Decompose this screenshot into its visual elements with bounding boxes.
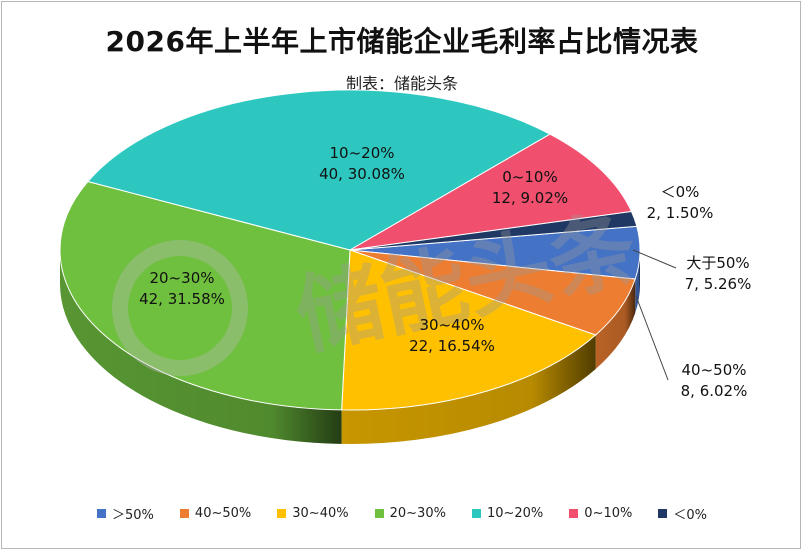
legend-swatch-30_40	[277, 509, 287, 518]
data-label-value-20_30: 42, 31.58%	[139, 290, 225, 308]
pie-side-shade-30_40	[341, 335, 596, 444]
data-label-name-40_50: 40~50%	[682, 361, 747, 379]
data-label-name-10_20: 10~20%	[330, 144, 395, 162]
legend-label-lt0: ＜0%	[673, 508, 707, 523]
legend-swatch-40_50	[179, 509, 189, 518]
legend-item-lt0: ＜0%	[658, 504, 707, 523]
pie-side-shade-40_50	[595, 279, 636, 370]
legend-item-gt50: ＞50%	[97, 504, 154, 523]
pie-slice-lt0	[349, 210, 638, 251]
data-labels: 大于50% 7, 5.26% 40~50% 8, 6.02% 30~40% 22, 16.…	[139, 144, 751, 400]
legend-label-30_40: 30~40%	[292, 506, 349, 521]
data-label-name-gt50: 大于50%	[686, 254, 749, 272]
data-label-value-40_50: 8, 6.02%	[681, 382, 748, 400]
chart-legend: ＞50% 40~50% 30~40% 20~30% 10~20% 0~10% ＜0%	[0, 504, 804, 523]
legend-swatch-lt0	[658, 509, 668, 518]
data-label-name-lt0: ＜0%	[661, 183, 700, 201]
chart-subtitle: 制表：储能头条	[345, 74, 458, 93]
data-label-value-gt50: 7, 5.26%	[685, 275, 752, 293]
legend-item-20_30: 20~30%	[374, 504, 446, 523]
legend-item-40_50: 40~50%	[179, 504, 252, 523]
legend-label-gt50: ＞50%	[112, 508, 154, 523]
data-label-value-30_40: 22, 16.54%	[409, 337, 495, 355]
legend-item-10_20: 10~20%	[471, 504, 544, 523]
leader-line-gt50	[632, 249, 677, 269]
data-label-name-20_30: 20~30%	[150, 269, 215, 287]
data-label-value-0_10: 12, 9.02%	[492, 189, 568, 207]
legend-swatch-10_20	[471, 509, 481, 518]
data-label-value-10_20: 40, 30.08%	[319, 165, 405, 183]
data-label-name-30_40: 30~40%	[420, 316, 485, 334]
pie-slice-20_30	[59, 180, 351, 411]
legend-label-20_30: 20~30%	[389, 506, 446, 521]
pie-top	[59, 89, 641, 411]
pie-slice-10_20	[86, 89, 552, 251]
legend-swatch-0_10	[569, 509, 579, 518]
legend-swatch-20_30	[374, 509, 384, 518]
data-label-value-lt0: 2, 1.50%	[647, 204, 714, 222]
data-label-name-0_10: 0~10%	[502, 168, 557, 186]
legend-item-0_10: 0~10%	[569, 504, 632, 523]
chart-title: 2026年上半年上市储能企业毛利率占比情况表	[105, 25, 699, 58]
legend-swatch-gt50	[97, 509, 107, 518]
leader-line-40_50	[635, 295, 669, 381]
legend-label-10_20: 10~20%	[486, 506, 544, 521]
legend-item-30_40: 30~40%	[277, 504, 349, 523]
legend-label-40_50: 40~50%	[194, 506, 252, 521]
watermark-logo-icon	[112, 240, 248, 376]
pie-side-shade-20_30	[60, 250, 342, 444]
legend-label-0_10: 0~10%	[584, 506, 633, 521]
pie-slice-30_40	[341, 249, 597, 411]
